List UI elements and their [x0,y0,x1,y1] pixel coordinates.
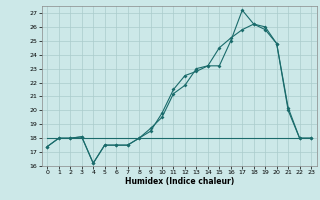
X-axis label: Humidex (Indice chaleur): Humidex (Indice chaleur) [124,177,234,186]
